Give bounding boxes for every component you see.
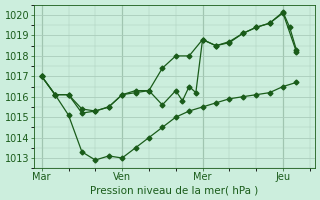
X-axis label: Pression niveau de la mer( hPa ): Pression niveau de la mer( hPa ): [90, 185, 259, 195]
